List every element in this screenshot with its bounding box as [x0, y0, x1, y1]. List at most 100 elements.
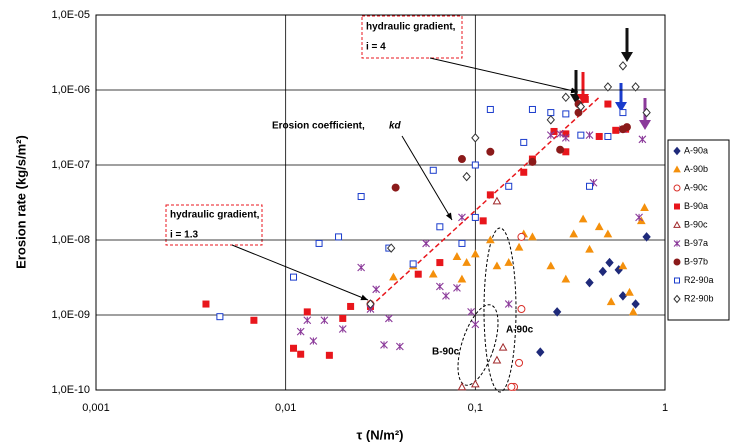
- marker: [458, 213, 466, 222]
- marker: [520, 168, 528, 176]
- annotation-arrow: [429, 57, 579, 94]
- marker: [577, 131, 585, 139]
- marker: [303, 316, 312, 325]
- marker: [546, 115, 555, 125]
- marker: [338, 325, 347, 333]
- marker: [528, 232, 537, 241]
- marker: [514, 242, 524, 251]
- marker: [520, 138, 528, 146]
- marker: [618, 291, 628, 301]
- series: [391, 100, 631, 192]
- marker: [528, 105, 536, 113]
- marker: [428, 269, 438, 278]
- annotation: A-90c: [506, 325, 534, 336]
- marker: [561, 274, 571, 283]
- marker: [556, 145, 565, 154]
- marker: [467, 308, 475, 316]
- marker: [556, 129, 565, 138]
- highlight-arrows: [570, 28, 651, 130]
- annotation: Erosion coefficient,: [272, 121, 365, 132]
- legend-label: R2-90a: [684, 275, 714, 285]
- marker: [674, 277, 680, 284]
- marker: [515, 358, 524, 367]
- marker: [673, 294, 681, 304]
- y-tick-label: 1,0E-09: [51, 309, 90, 321]
- marker: [435, 282, 444, 291]
- marker: [595, 132, 603, 140]
- marker: [458, 239, 466, 247]
- marker: [631, 299, 640, 309]
- marker: [578, 214, 588, 223]
- marker: [492, 196, 502, 205]
- legend-label: B-97b: [684, 256, 708, 266]
- marker: [504, 300, 513, 308]
- annotation: kd: [389, 121, 402, 132]
- marker: [366, 299, 375, 309]
- y-axis-label: Erosion rate (kg/s/m²): [13, 135, 28, 269]
- marker: [673, 146, 681, 156]
- marker: [585, 244, 594, 253]
- series: [389, 203, 649, 316]
- marker: [486, 147, 495, 156]
- marker: [436, 259, 444, 267]
- marker: [631, 82, 640, 92]
- series: [216, 105, 627, 321]
- marker: [486, 191, 494, 199]
- y-tick-label: 1,0E-05: [51, 9, 90, 21]
- marker: [384, 314, 393, 323]
- marker: [357, 263, 366, 272]
- marker: [471, 213, 479, 221]
- marker: [303, 308, 311, 316]
- marker: [628, 307, 638, 316]
- x-tick-label: 0,001: [82, 402, 110, 414]
- marker: [507, 382, 516, 391]
- legend-label: B-90a: [684, 201, 708, 211]
- marker: [603, 82, 613, 92]
- marker: [357, 193, 365, 201]
- marker: [517, 232, 526, 241]
- x-tick-label: 0,01: [275, 402, 296, 414]
- series: [457, 196, 508, 391]
- marker: [504, 258, 514, 266]
- marker: [325, 351, 333, 359]
- y-tick-label: 1,0E-10: [51, 384, 90, 396]
- marker: [453, 283, 461, 292]
- marker: [585, 277, 594, 288]
- marker: [471, 161, 479, 169]
- marker: [296, 327, 305, 336]
- marker: [673, 220, 681, 228]
- annotation-arrow: [231, 244, 369, 301]
- marker: [372, 285, 381, 294]
- marker: [598, 266, 607, 277]
- marker: [486, 105, 494, 113]
- annotation-box: [165, 204, 263, 246]
- series: [366, 232, 526, 391]
- annotation: i = 4: [366, 42, 386, 53]
- marker: [436, 223, 444, 231]
- marker: [561, 92, 570, 103]
- arrow-head: [621, 52, 633, 62]
- marker: [202, 300, 210, 308]
- marker: [552, 307, 562, 317]
- annotation: i = 1.3: [170, 230, 199, 241]
- marker: [471, 133, 480, 143]
- marker: [380, 340, 388, 349]
- marker: [339, 314, 347, 322]
- group-ellipse: [457, 304, 499, 386]
- marker: [586, 182, 594, 190]
- marker: [498, 342, 508, 351]
- annotation-arrow: [401, 135, 453, 221]
- marker: [635, 213, 643, 222]
- legend-label: R2-90b: [684, 293, 714, 303]
- marker: [618, 261, 628, 270]
- marker: [250, 316, 258, 324]
- legend-label: A-90a: [684, 145, 708, 155]
- marker: [569, 229, 579, 238]
- trend-line: [369, 96, 600, 308]
- marker: [574, 108, 583, 117]
- x-axis-label: τ (N/m²): [357, 427, 404, 442]
- marker: [457, 155, 466, 164]
- marker: [536, 347, 545, 357]
